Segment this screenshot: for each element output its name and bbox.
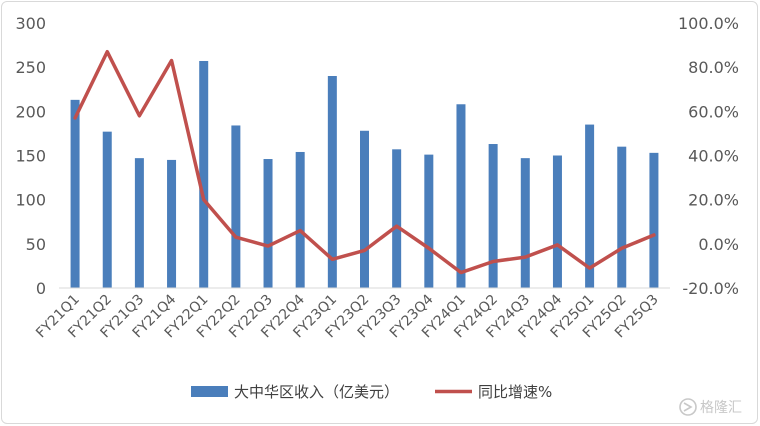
legend-line-label: 同比增速%: [478, 383, 552, 401]
left-tick-label: 150: [15, 147, 46, 166]
bar-FY24Q1: [456, 104, 466, 289]
bar-FY22Q1: [199, 60, 209, 289]
left-tick-label: 200: [15, 102, 46, 121]
bar-FY25Q3: [649, 152, 659, 288]
right-tick-label: 40.0%: [688, 147, 739, 166]
left-tick-label: 100: [15, 191, 46, 210]
bar-FY23Q2: [360, 130, 369, 288]
bar-FY21Q2: [102, 131, 112, 288]
bar-FY24Q3: [520, 158, 530, 288]
gelonghui-logo-icon: [679, 398, 697, 416]
right-tick-label: 20.0%: [688, 191, 739, 210]
bar-FY22Q3: [263, 159, 273, 288]
bar-FY24Q2: [488, 144, 498, 288]
bar-FY21Q4: [167, 159, 177, 288]
legend-bar-swatch: [191, 386, 228, 397]
watermark: 格隆汇: [679, 398, 742, 416]
right-tick-label: 100.0%: [678, 14, 739, 33]
left-tick-label: 0: [36, 279, 46, 298]
bar-FY21Q1: [70, 99, 80, 288]
left-tick-label: 50: [26, 235, 46, 254]
right-axis: -20.0% 0.0% 20.0% 40.0% 60.0% 80.0% 100.0%: [678, 14, 739, 298]
right-tick-label: -20.0%: [682, 279, 739, 298]
x-axis-categories: FY21Q1FY21Q2FY21Q3FY21Q4FY22Q1FY22Q2FY22…: [33, 291, 662, 341]
right-tick-label: 80.0%: [688, 58, 739, 77]
bar-FY25Q2: [617, 146, 627, 288]
right-tick-label: 0.0%: [698, 235, 739, 254]
legend-bar-label: 大中华区收入（亿美元）: [234, 383, 399, 401]
legend: 大中华区收入（亿美元） 同比增速%: [191, 383, 552, 401]
watermark-text: 格隆汇: [700, 400, 742, 416]
bar-FY22Q4: [295, 151, 305, 288]
left-tick-label: 300: [15, 14, 46, 33]
bar-FY25Q1: [585, 124, 595, 288]
bar-series: [70, 60, 659, 289]
bar-FY22Q2: [231, 125, 241, 288]
bar-FY23Q1: [327, 76, 337, 288]
right-tick-label: 60.0%: [688, 102, 739, 121]
bar-FY23Q4: [424, 154, 434, 288]
bar-FY21Q3: [134, 158, 144, 288]
left-tick-label: 250: [15, 58, 46, 77]
bar-FY23Q3: [392, 149, 402, 288]
growth-rate-line: [73, 49, 656, 275]
left-axis: 0 50 100 150 200 250 300: [15, 14, 46, 298]
bar-FY24Q4: [552, 155, 562, 288]
